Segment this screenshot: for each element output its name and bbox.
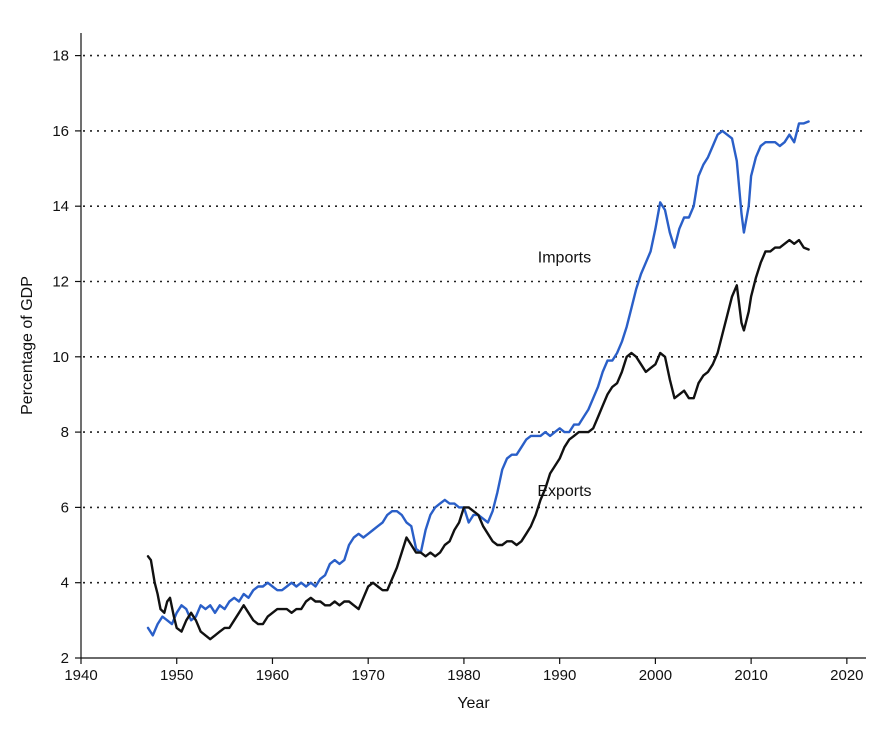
exports-line: [146, 238, 810, 641]
y-tick-label-12: 12: [52, 273, 69, 290]
x-tick-label-1970: 1970: [352, 667, 385, 684]
y-tick-label-2: 2: [61, 650, 69, 667]
x-tick-label-1940: 1940: [64, 667, 97, 684]
series-lines: [146, 120, 810, 641]
y-tick-label-16: 16: [52, 123, 69, 140]
x-tick-label-1990: 1990: [543, 667, 576, 684]
x-tick-label-2010: 2010: [734, 667, 767, 684]
imports-line: [146, 120, 810, 637]
y-axis-ticks: 2 4 6 8 10 12 14 16 18: [52, 48, 81, 667]
y-tick-label-6: 6: [61, 499, 69, 516]
series-labels: Imports Exports: [537, 250, 591, 500]
y-tick-label-18: 18: [52, 48, 69, 65]
x-tick-label-1960: 1960: [256, 667, 289, 684]
axes: [80, 33, 866, 659]
x-tick-label-2000: 2000: [639, 667, 672, 684]
x-tick-label-2020: 2020: [830, 667, 863, 684]
y-tick-label-14: 14: [52, 198, 69, 215]
x-tick-label-1980: 1980: [447, 667, 480, 684]
x-tick-label-1950: 1950: [160, 667, 193, 684]
y-tick-label-8: 8: [61, 424, 69, 441]
x-axis-ticks: 1940 1950 1960 1970 1980 1990 2000 2010 2020: [64, 658, 864, 684]
horizontal-gridlines: [83, 54, 866, 584]
y-tick-label-10: 10: [52, 349, 69, 366]
x-axis-title: Year: [457, 695, 490, 712]
y-tick-label-4: 4: [61, 575, 69, 592]
y-axis-title: Percentage of GDP: [19, 276, 36, 415]
exports-label: Exports: [537, 483, 591, 500]
imports-label: Imports: [538, 250, 591, 267]
